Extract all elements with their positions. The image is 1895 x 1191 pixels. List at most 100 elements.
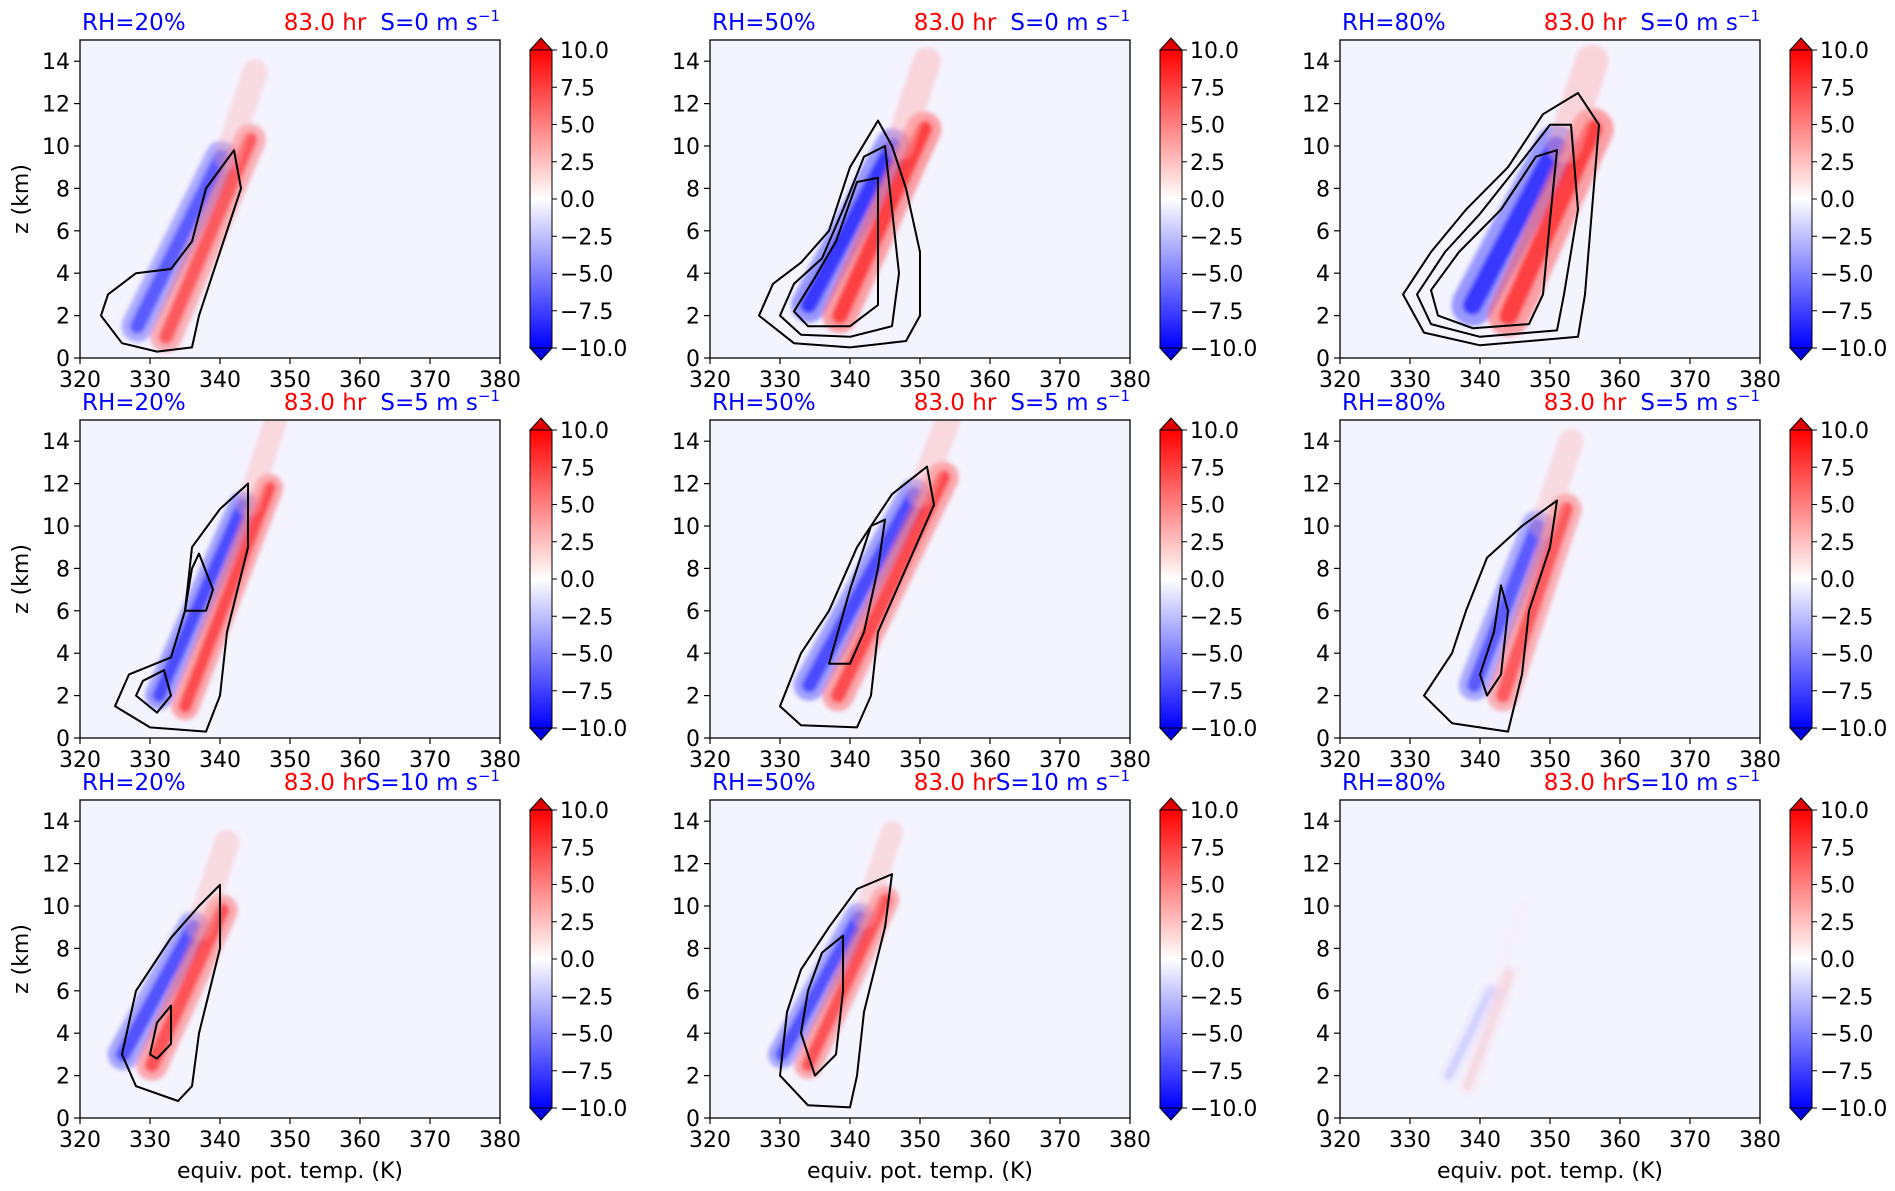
x-tick-label: 380 bbox=[479, 748, 521, 773]
title-shear-exponent: −1 bbox=[1738, 7, 1760, 25]
contour-1 bbox=[114, 482, 249, 733]
colorbar-tick-label: 0.0 bbox=[1820, 188, 1855, 213]
y-tick-label: 14 bbox=[672, 430, 700, 455]
colorbar: 10.0 7.5 5.0 2.5 0.0 −2.5 −5.0 −7.5 −10.0 bbox=[528, 417, 627, 742]
y-tick-label: 12 bbox=[672, 93, 700, 118]
colorbar-extend-min bbox=[1158, 727, 1184, 741]
colorbar-tick-label: 0.0 bbox=[1190, 568, 1225, 593]
x-tick-label: 340 bbox=[1459, 368, 1501, 393]
y-tick-label: 4 bbox=[1316, 1022, 1330, 1047]
negative-core bbox=[1462, 136, 1566, 315]
negative-core bbox=[152, 498, 250, 702]
field-shading bbox=[767, 820, 904, 1079]
title-time: 83.0 hr bbox=[1544, 390, 1627, 416]
y-tick-label: 2 bbox=[56, 685, 70, 710]
x-axis-label: equiv. pot. temp. (K) bbox=[1437, 1159, 1663, 1184]
y-axis-label: z (km) bbox=[9, 544, 34, 614]
positive-core bbox=[1495, 501, 1574, 703]
colorbar-tick-label: −7.5 bbox=[560, 1060, 613, 1085]
x-tick-label: 320 bbox=[1319, 1128, 1361, 1153]
upper-plume bbox=[1487, 899, 1529, 998]
colorbar-tick-label: −7.5 bbox=[560, 680, 613, 705]
contour-2 bbox=[800, 934, 844, 1077]
y-tick-label: 8 bbox=[1316, 177, 1330, 202]
y-tick-label: 10 bbox=[672, 895, 700, 920]
y-tick-label: 14 bbox=[1302, 430, 1330, 455]
colorbar-tick-label: −10.0 bbox=[560, 337, 627, 362]
colorbar-tick-label: 5.0 bbox=[560, 494, 595, 519]
colorbar-tick-label: 10.0 bbox=[1190, 39, 1239, 64]
colorbar-tick-label: 0.0 bbox=[1820, 948, 1855, 973]
colorbar-extend-min bbox=[1788, 1107, 1814, 1121]
colorbar-tick-label: 5.0 bbox=[560, 114, 595, 139]
x-tick-label: 380 bbox=[479, 1128, 521, 1153]
contour-lines bbox=[114, 482, 249, 733]
contour-2 bbox=[1416, 123, 1579, 338]
y-tick-label: 2 bbox=[686, 1065, 700, 1090]
panel-4: 320 330 340 350 360 370 380 0 2 4 6 8 10 12 14 RH=20% 83… bbox=[9, 387, 627, 773]
y-tick-label: 14 bbox=[42, 430, 70, 455]
y-tick-label: 0 bbox=[1316, 727, 1330, 752]
x-tick-label: 340 bbox=[829, 748, 871, 773]
y-tick-label: 8 bbox=[56, 177, 70, 202]
x-axis-label: equiv. pot. temp. (K) bbox=[807, 1159, 1033, 1184]
colorbar-tick-label: −2.5 bbox=[1820, 605, 1873, 630]
colorbar-gradient bbox=[1159, 429, 1183, 729]
colorbar-tick-label: −2.5 bbox=[1190, 225, 1243, 250]
contour-1 bbox=[100, 149, 242, 353]
colorbar-tick-label: −5.0 bbox=[560, 643, 613, 668]
contour-lines bbox=[779, 465, 935, 729]
x-tick-label: 360 bbox=[969, 1128, 1011, 1153]
colorbar-tick-label: 5.0 bbox=[1190, 114, 1225, 139]
x-tick-label: 340 bbox=[1459, 1128, 1501, 1153]
y-tick-label: 4 bbox=[56, 1022, 70, 1047]
title-time: 83.0 hr bbox=[284, 10, 367, 36]
y-tick-label: 10 bbox=[1302, 135, 1330, 160]
colorbar-tick-label: 10.0 bbox=[560, 39, 609, 64]
colorbar-tick-label: −2.5 bbox=[1190, 985, 1243, 1010]
colorbar-tick-label: −10.0 bbox=[1190, 1097, 1257, 1122]
x-tick-label: 330 bbox=[1389, 368, 1431, 393]
contour-2 bbox=[149, 1004, 172, 1060]
x-tick-label: 350 bbox=[899, 368, 941, 393]
title-shear: S=0 m s−1 bbox=[380, 7, 500, 36]
title-shear: S=0 m s−1 bbox=[1640, 7, 1760, 36]
x-tick-label: 330 bbox=[759, 368, 801, 393]
title-shear-exponent: −1 bbox=[478, 7, 500, 25]
colorbar-tick-label: 2.5 bbox=[1190, 151, 1225, 176]
colorbar-tick-label: −2.5 bbox=[1820, 985, 1873, 1010]
title-rh: RH=80% bbox=[1342, 390, 1446, 416]
contour-3 bbox=[793, 176, 879, 328]
title-shear-exponent: −1 bbox=[478, 767, 500, 785]
x-tick-label: 370 bbox=[409, 748, 451, 773]
colorbar-tick-label: 7.5 bbox=[1190, 456, 1225, 481]
y-tick-label: 10 bbox=[1302, 515, 1330, 540]
x-tick-label: 370 bbox=[409, 368, 451, 393]
x-tick-label: 320 bbox=[59, 748, 101, 773]
upper-plume bbox=[1530, 428, 1584, 539]
field-shading bbox=[791, 47, 942, 334]
colorbar: 10.0 7.5 5.0 2.5 0.0 −2.5 −5.0 −7.5 −10.0 bbox=[528, 797, 627, 1122]
colorbar-gradient bbox=[529, 809, 553, 1109]
colorbar-tick-label: 0.0 bbox=[560, 948, 595, 973]
x-tick-label: 340 bbox=[1459, 748, 1501, 773]
colorbar-tick-label: 10.0 bbox=[560, 419, 609, 444]
x-tick-label: 340 bbox=[829, 1128, 871, 1153]
colorbar-tick-label: −10.0 bbox=[560, 1097, 627, 1122]
x-tick-label: 370 bbox=[1669, 1128, 1711, 1153]
x-tick-label: 370 bbox=[1039, 748, 1081, 773]
colorbar-tick-label: −5.0 bbox=[1820, 263, 1873, 288]
contour-lines bbox=[1423, 499, 1558, 733]
colorbar-extend-max bbox=[528, 37, 554, 51]
x-tick-label: 350 bbox=[1529, 748, 1571, 773]
positive-core bbox=[178, 481, 276, 713]
title-time: 83.0 hr bbox=[284, 390, 367, 416]
y-tick-label: 12 bbox=[1302, 853, 1330, 878]
y-tick-label: 0 bbox=[686, 727, 700, 752]
y-tick-label: 8 bbox=[56, 557, 70, 582]
colorbar-tick-label: −10.0 bbox=[1820, 717, 1887, 742]
panel-3: 320 330 340 350 360 370 380 0 2 4 6 8 10 12 14 RH=80% 83… bbox=[1302, 7, 1887, 393]
upper-plume bbox=[236, 420, 288, 516]
y-axis-label: z (km) bbox=[9, 164, 34, 234]
x-tick-label: 350 bbox=[269, 368, 311, 393]
